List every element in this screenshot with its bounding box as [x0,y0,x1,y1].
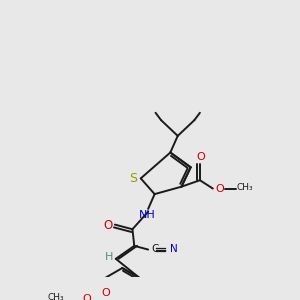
Text: C: C [152,244,159,254]
Text: CH₃: CH₃ [237,183,253,192]
Text: O: O [104,219,113,232]
Text: CH₃: CH₃ [47,293,64,300]
Text: O: O [196,152,205,162]
Text: S: S [129,172,137,185]
Text: N: N [170,244,178,254]
Text: NH: NH [139,210,156,220]
Text: O: O [101,288,110,298]
Text: H: H [105,252,113,262]
Text: O: O [83,293,92,300]
Text: O: O [215,184,224,194]
